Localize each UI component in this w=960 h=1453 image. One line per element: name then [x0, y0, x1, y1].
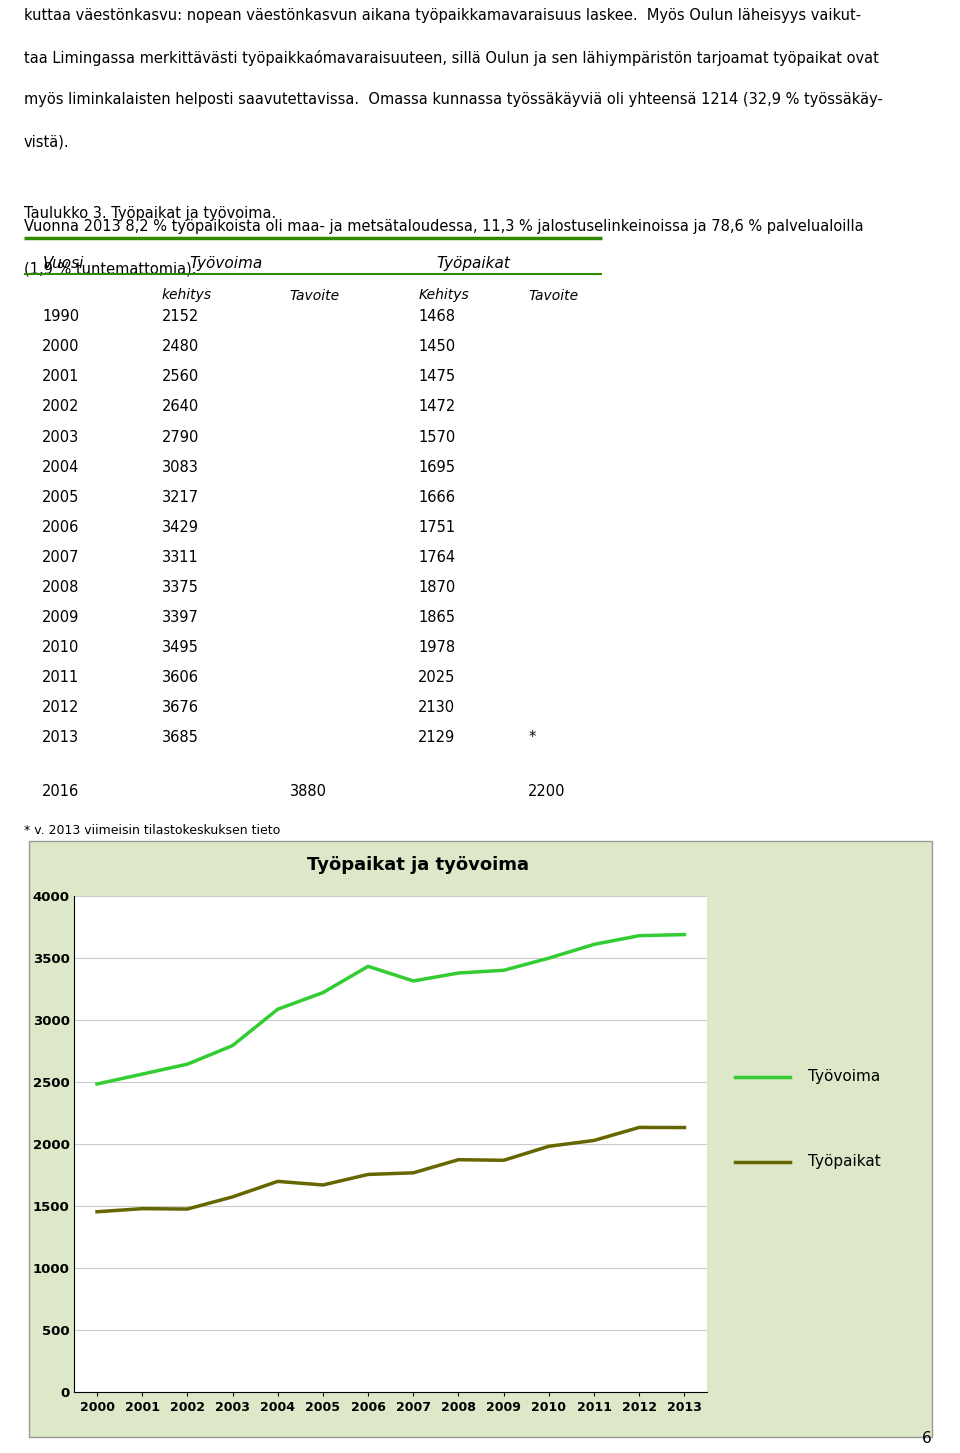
Text: 2007: 2007: [42, 549, 80, 565]
Text: 2002: 2002: [42, 400, 80, 414]
Text: Työpaikat ja työvoima: Työpaikat ja työvoima: [307, 856, 529, 875]
Text: 2016: 2016: [42, 785, 80, 799]
Text: 2012: 2012: [42, 700, 80, 715]
Text: Taulukko 3. Työpaikat ja työvoima.: Taulukko 3. Työpaikat ja työvoima.: [24, 206, 276, 221]
Text: Vuosi: Vuosi: [42, 256, 84, 272]
Text: 1764: 1764: [419, 549, 455, 565]
Text: Työpaikat: Työpaikat: [808, 1154, 880, 1170]
Text: taa Limingassa merkittävästi työpaikkaómavaraisuuteen, sillä Oulun ja sen lähiym: taa Limingassa merkittävästi työpaikkaóm…: [24, 51, 878, 67]
Text: kehitys: kehitys: [161, 289, 211, 302]
Text: 2560: 2560: [161, 369, 199, 385]
Text: 2006: 2006: [42, 520, 80, 535]
Text: 2010: 2010: [42, 641, 80, 655]
Text: 3429: 3429: [161, 520, 199, 535]
Text: 1450: 1450: [419, 339, 455, 355]
Text: 2129: 2129: [419, 731, 455, 745]
Text: 1472: 1472: [419, 400, 455, 414]
Text: 2640: 2640: [161, 400, 199, 414]
Text: 1751: 1751: [419, 520, 455, 535]
Text: 2152: 2152: [161, 309, 199, 324]
Text: 2000: 2000: [42, 339, 80, 355]
Text: (1,9 % tuntemattomia).: (1,9 % tuntemattomia).: [24, 262, 197, 276]
Text: 6: 6: [922, 1431, 931, 1446]
Text: 2001: 2001: [42, 369, 80, 385]
Text: 3685: 3685: [161, 731, 199, 745]
Text: 1865: 1865: [419, 610, 455, 625]
Text: * v. 2013 viimeisin tilastokeskuksen tieto: * v. 2013 viimeisin tilastokeskuksen tie…: [24, 824, 280, 837]
Text: Tavoite: Tavoite: [528, 289, 578, 302]
Text: 1978: 1978: [419, 641, 455, 655]
Text: 3375: 3375: [161, 580, 199, 594]
Text: 2025: 2025: [419, 670, 456, 686]
Text: *: *: [528, 731, 536, 745]
Text: 3083: 3083: [161, 459, 199, 475]
Text: 1990: 1990: [42, 309, 80, 324]
Text: 2011: 2011: [42, 670, 80, 686]
Text: kuttaa väestönkasvu: nopean väestönkasvun aikana työpaikkamavaraisuus laskee.  M: kuttaa väestönkasvu: nopean väestönkasvu…: [24, 9, 861, 23]
Text: 2013: 2013: [42, 731, 80, 745]
Text: 3676: 3676: [161, 700, 199, 715]
Text: myös liminkalaisten helposti saavutettavissa.  Omassa kunnassa työssäkäyviä oli : myös liminkalaisten helposti saavutettav…: [24, 93, 883, 108]
Text: 1870: 1870: [419, 580, 455, 594]
Text: 2480: 2480: [161, 339, 199, 355]
Text: 2004: 2004: [42, 459, 80, 475]
Text: 3311: 3311: [161, 549, 199, 565]
Text: 3217: 3217: [161, 490, 199, 504]
Text: 3397: 3397: [161, 610, 199, 625]
Text: Työvoima: Työvoima: [808, 1069, 880, 1084]
Text: 2005: 2005: [42, 490, 80, 504]
Text: Kehitys: Kehitys: [419, 289, 469, 302]
Text: 1666: 1666: [419, 490, 455, 504]
Text: Tavoite: Tavoite: [290, 289, 340, 302]
Text: 1468: 1468: [419, 309, 455, 324]
Text: Työpaikat: Työpaikat: [436, 256, 510, 272]
Text: 2130: 2130: [419, 700, 455, 715]
Text: 2009: 2009: [42, 610, 80, 625]
Text: Työvoima: Työvoima: [189, 256, 262, 272]
Text: 1695: 1695: [419, 459, 455, 475]
Text: Vuonna 2013 8,2 % työpaikoista oli maa- ja metsätaloudessa, 11,3 % jalostuselink: Vuonna 2013 8,2 % työpaikoista oli maa- …: [24, 219, 864, 234]
Text: vistä).: vistä).: [24, 135, 70, 150]
Text: 2790: 2790: [161, 430, 199, 445]
FancyBboxPatch shape: [29, 841, 931, 1437]
Text: 3495: 3495: [161, 641, 199, 655]
Text: 1475: 1475: [419, 369, 455, 385]
Text: 3880: 3880: [290, 785, 326, 799]
Text: 2200: 2200: [528, 785, 565, 799]
Text: 2008: 2008: [42, 580, 80, 594]
Text: 3606: 3606: [161, 670, 199, 686]
Text: 1570: 1570: [419, 430, 455, 445]
Text: 2003: 2003: [42, 430, 80, 445]
